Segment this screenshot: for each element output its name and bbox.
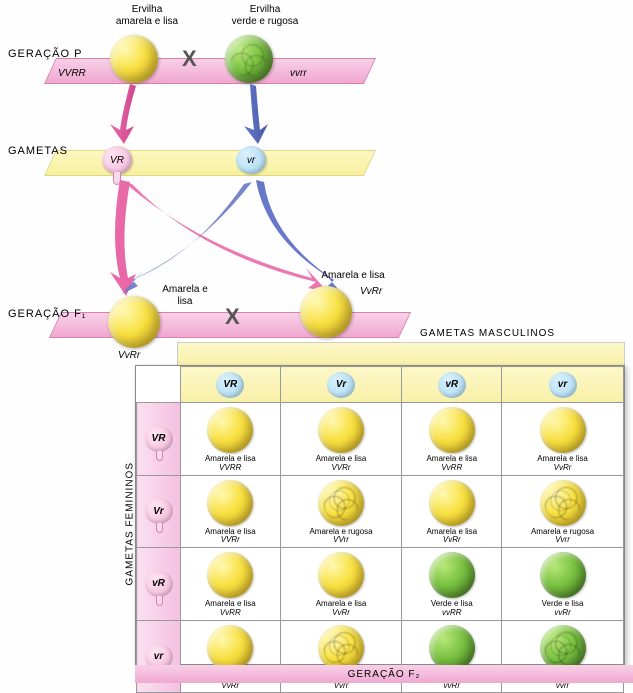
cell-pea-1-3	[540, 480, 586, 526]
cell-pea-1-2	[429, 480, 475, 526]
cell-2-3: Verde e lisavvRr	[502, 548, 624, 621]
cell-0-2: Amarela e lisaVvRR	[402, 403, 502, 476]
cell-text-2-3: Verde e lisavvRr	[504, 600, 621, 618]
cell-text-0-2: Amarela e lisaVvRR	[404, 455, 499, 473]
row-gam-1: Vr	[145, 498, 173, 524]
col-head-3: vr	[502, 367, 624, 403]
cell-pea-1-0	[207, 480, 253, 526]
cell-pea-3-1	[318, 625, 364, 671]
gametes-band	[44, 150, 376, 176]
f1-left-label: Amarela e lisa	[150, 284, 220, 308]
cell-pea-3-3	[540, 625, 586, 671]
cell-text-1-0: Amarela e lisaVVRr	[183, 528, 278, 546]
f1-left-geno: VvRr	[118, 350, 140, 362]
gamete-vr-text: VR	[110, 155, 124, 166]
col-gam-3: vr	[549, 372, 577, 398]
male-gam-label: GAMETAS MASCULINOS	[420, 328, 555, 339]
f1-cross-icon: X	[225, 304, 240, 330]
p1-geno: VVRR	[58, 68, 86, 80]
cell-pea-1-1	[318, 480, 364, 526]
row-head-2: vR	[137, 548, 181, 621]
punnett-table: VR Vr vR vr VR Amarela e lisaVVRR Amarela …	[136, 366, 624, 693]
p-cross-icon: X	[182, 46, 197, 72]
cell-text-1-3: Amarela e rugosaVvrr	[504, 528, 621, 546]
cell-text-2-1: Amarela e lisaVvRr	[283, 600, 400, 618]
gametes-label: GAMETAS	[8, 145, 68, 157]
row-gam-2: vR	[145, 571, 173, 597]
f1-right-geno: VvRr	[360, 286, 382, 298]
cell-0-3: Amarela e lisaVvRr	[502, 403, 624, 476]
cell-pea-2-3	[540, 552, 586, 598]
cell-1-1: Amarela e rugosaVVrr	[280, 475, 402, 548]
p2-label: Ervilha verde e rugosa	[210, 4, 320, 28]
gamete-vr2-upper: vr	[236, 146, 266, 174]
cell-text-0-1: Amarela e lisaVVRr	[283, 455, 400, 473]
p1-label: Ervilha amarela e lisa	[92, 4, 202, 28]
cell-2-0: Amarela e lisaVvRR	[181, 548, 281, 621]
cell-0-0: Amarela e lisaVVRR	[181, 403, 281, 476]
cell-1-2: Amarela e lisaVvRr	[402, 475, 502, 548]
col-head-0: VR	[181, 367, 281, 403]
col-gam-2: vR	[438, 372, 466, 398]
f1-gen-label: GERAÇÃO F₁	[8, 308, 87, 320]
p-gen-label: GERAÇÃO P	[8, 48, 82, 60]
cell-0-1: Amarela e lisaVVRr	[280, 403, 402, 476]
cell-text-0-0: Amarela e lisaVVRR	[183, 455, 278, 473]
col-gam-1: Vr	[327, 372, 355, 398]
p2-geno: vvrr	[290, 68, 307, 80]
f1-right-pea	[300, 286, 352, 338]
cell-pea-0-0	[207, 407, 253, 453]
gamete-vr2-text: vr	[247, 155, 255, 166]
p1-pea	[110, 35, 158, 83]
female-gam-label: GAMETAS FEMININOS	[125, 446, 136, 586]
arrow-p2-g2	[230, 84, 270, 144]
cell-1-3: Amarela e rugosaVvrr	[502, 475, 624, 548]
arrow-p1-g1	[110, 84, 150, 144]
p2-pea	[225, 35, 273, 83]
row-gam-0: VR	[145, 426, 173, 452]
cell-text-2-0: Amarela e lisaVvRR	[183, 600, 278, 618]
f2-footer: GERAÇÃO F₂	[135, 665, 633, 683]
cell-pea-3-2	[429, 625, 475, 671]
cell-text-0-3: Amarela e lisaVvRr	[504, 455, 621, 473]
cell-pea-0-1	[318, 407, 364, 453]
row-head-0: VR	[137, 403, 181, 476]
cell-pea-2-2	[429, 552, 475, 598]
cell-text-1-2: Amarela e lisaVvRr	[404, 528, 499, 546]
f2-label: GERAÇÃO F₂	[348, 669, 421, 680]
p-band	[44, 58, 376, 84]
f1-right-label: Amarela e lisa	[308, 270, 398, 282]
cell-pea-2-0	[207, 552, 253, 598]
cell-pea-0-2	[429, 407, 475, 453]
cell-pea-0-3	[540, 407, 586, 453]
cell-text-2-2: Verde e lisavvRR	[404, 600, 499, 618]
col-head-2: vR	[402, 367, 502, 403]
cell-2-1: Amarela e lisaVvRr	[280, 548, 402, 621]
col-gam-0: VR	[216, 372, 244, 398]
gamete-vr-upper: VR	[102, 146, 132, 174]
cell-pea-3-0	[207, 625, 253, 671]
cell-2-2: Verde e lisavvRR	[402, 548, 502, 621]
cell-text-1-1: Amarela e rugosaVVrr	[283, 528, 400, 546]
cell-1-0: Amarela e lisaVVRr	[181, 475, 281, 548]
f1-left-pea	[108, 296, 160, 348]
cell-pea-2-1	[318, 552, 364, 598]
row-head-1: Vr	[137, 475, 181, 548]
col-head-1: Vr	[280, 367, 402, 403]
punnett-grid: VR Vr vR vr VR Amarela e lisaVVRR Amarela …	[135, 365, 625, 665]
